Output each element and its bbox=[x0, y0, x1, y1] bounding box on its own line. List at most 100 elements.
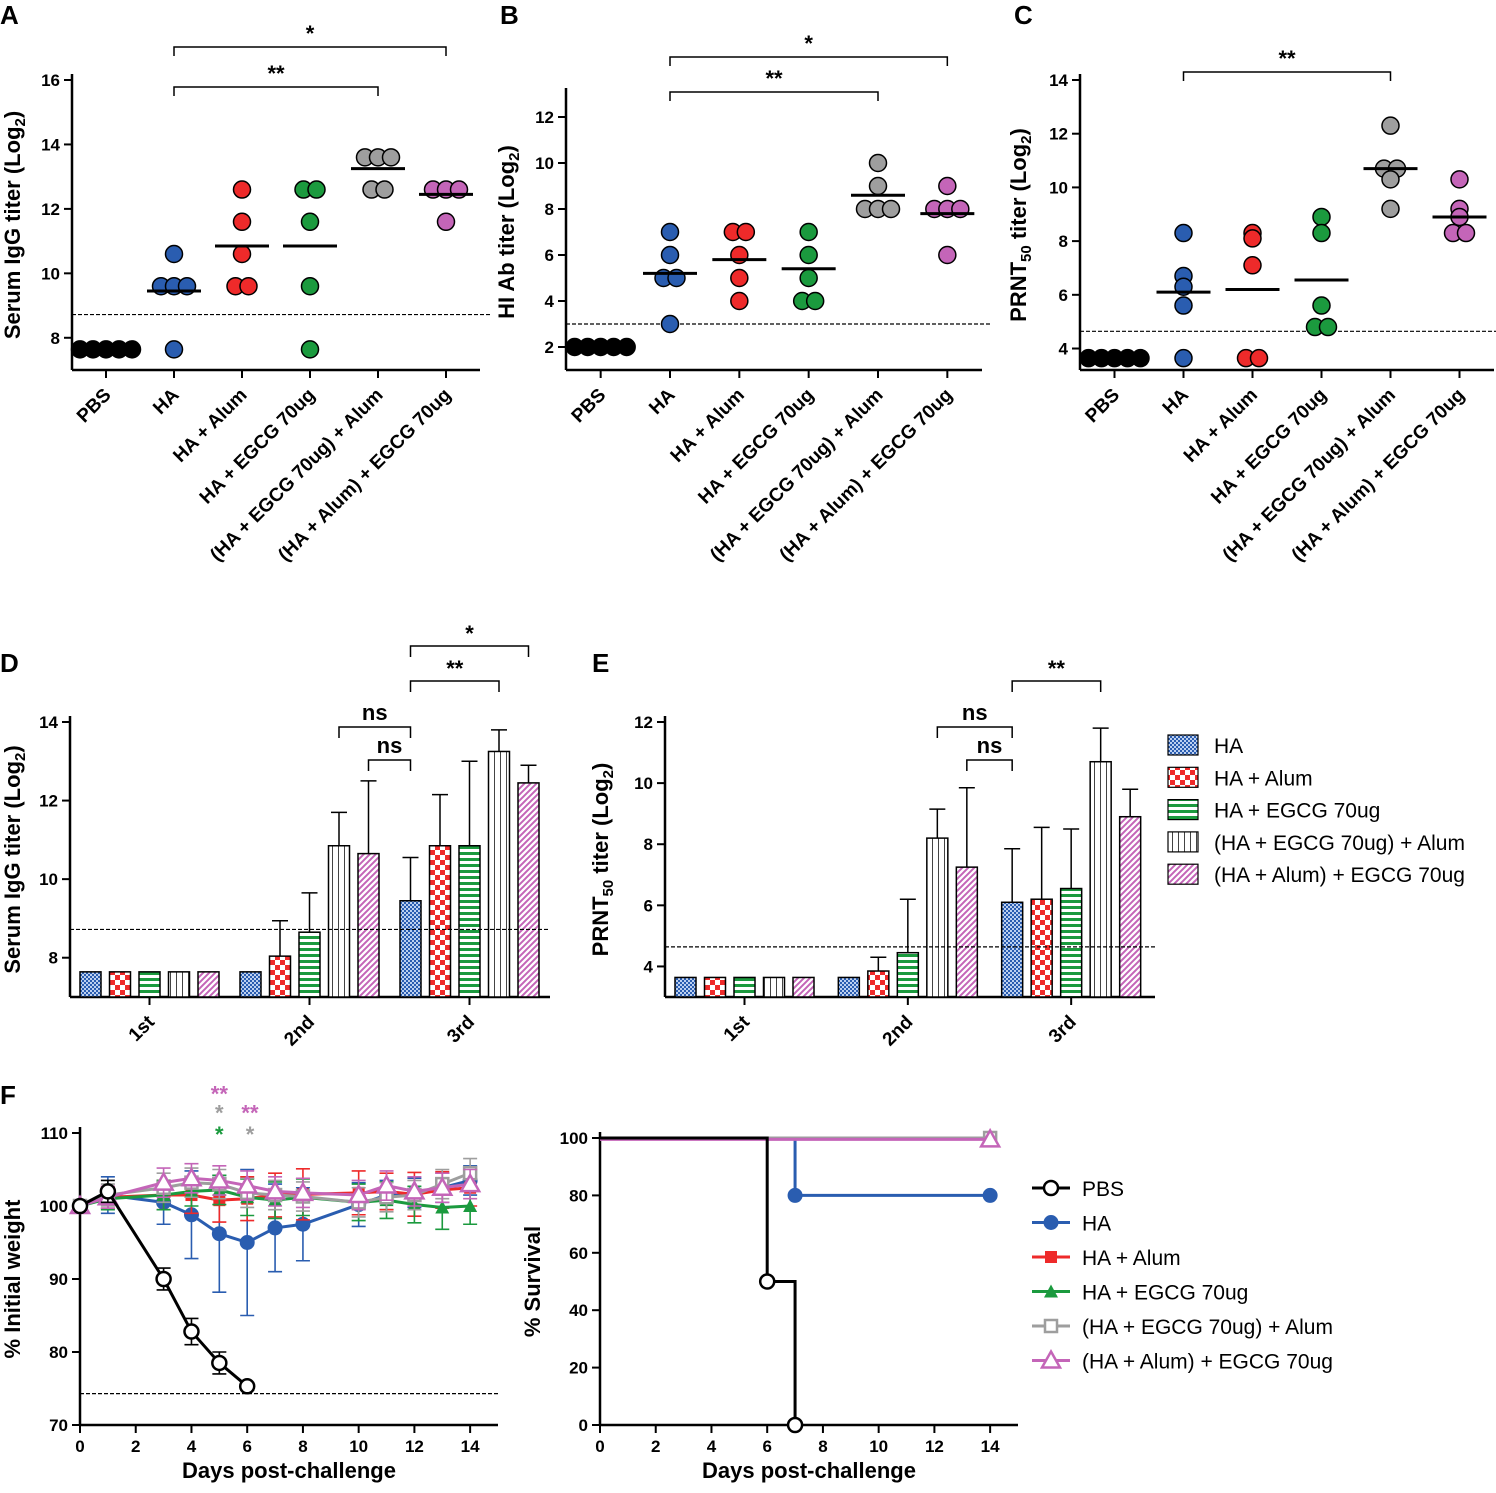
significance-label: ** bbox=[1278, 46, 1296, 71]
data-point-ha-alum bbox=[1249, 348, 1269, 368]
significance-label: ** bbox=[1048, 656, 1066, 681]
panel-letter-d: D bbox=[0, 648, 19, 678]
data-point-ha bbox=[660, 245, 680, 265]
x-category-ha: HA bbox=[1159, 384, 1193, 418]
bar-ha-alum-egcg-70ug-1st bbox=[197, 971, 220, 998]
y-tick-label: 6 bbox=[1059, 286, 1068, 305]
y-axis-label: HI Ab titer (Log2) bbox=[494, 145, 523, 319]
x-category-1st: 1st bbox=[720, 1011, 755, 1046]
x-tick-label: 14 bbox=[461, 1437, 480, 1456]
bar-ha-alum-egcg-70ug-2nd bbox=[357, 852, 380, 998]
data-point-ha-egcg-70ug bbox=[1312, 207, 1331, 227]
significance-label: ** bbox=[765, 66, 783, 91]
significance-bracket bbox=[409, 645, 530, 657]
x-tick-label: 6 bbox=[762, 1437, 771, 1456]
y-tick-label: 80 bbox=[569, 1186, 588, 1205]
y-tick-label: 12 bbox=[41, 200, 60, 219]
bar-ha-2nd bbox=[239, 971, 262, 998]
legend-label-ha-alum: HA + Alum bbox=[1082, 1247, 1181, 1270]
y-tick-label: 90 bbox=[49, 1270, 68, 1289]
x-tick-label: 6 bbox=[242, 1437, 251, 1456]
data-point-ha-alum bbox=[730, 291, 749, 311]
data-point-pbs bbox=[71, 1197, 89, 1215]
panel-d: 8 10 12 14 Serum IgG titer (Log2) 1st 2nd 3rd ns… bbox=[0, 621, 550, 1050]
y-axis-label: % Initial weight bbox=[0, 1199, 25, 1359]
data-point-ha bbox=[1174, 348, 1193, 368]
y-axis-label: PRNT50 titer (Log2) bbox=[1006, 128, 1035, 322]
panel-letter-e: E bbox=[592, 648, 609, 678]
legend-marker-pbs bbox=[1042, 1179, 1060, 1197]
x-axis-label: Days post-challenge bbox=[702, 1458, 916, 1483]
significance-annotation: ** bbox=[241, 1101, 259, 1126]
x-category-2nd: 2nd bbox=[280, 1012, 319, 1051]
y-axis-label: PRNT50 titer (Log2) bbox=[588, 763, 617, 957]
data-point-ha-egcg-70ug bbox=[799, 268, 818, 288]
significance-bracket bbox=[966, 759, 1013, 771]
significance-bracket bbox=[936, 726, 1013, 738]
data-point-ha bbox=[211, 1226, 227, 1242]
bar-ha-egcg-70ug-2nd bbox=[298, 931, 321, 998]
bar-ha-alum-1st bbox=[108, 971, 132, 998]
significance-label: ns bbox=[362, 700, 388, 725]
legend-label-ha-egcg-70ug: HA + EGCG 70ug bbox=[1082, 1282, 1248, 1305]
x-tick-label: 10 bbox=[349, 1437, 368, 1456]
data-point-ha-egcg-70ug bbox=[805, 291, 825, 311]
data-point-ha bbox=[982, 1187, 998, 1203]
data-point-ha-egcg-70ug-alum bbox=[375, 180, 394, 199]
bar-ha-egcg-70ug-2nd bbox=[896, 951, 920, 998]
data-point-ha-egcg-70ug-alum bbox=[881, 199, 901, 219]
bar-ha-egcg-70ug-alum-2nd bbox=[327, 845, 351, 998]
significance-bracket bbox=[338, 726, 412, 738]
bar-ha-alum-2nd bbox=[268, 955, 292, 998]
y-tick-label: 0 bbox=[579, 1416, 588, 1435]
data-point-ha-alum-egcg-70ug bbox=[263, 1179, 287, 1200]
x-category-ha-egcg-70ug: HA + EGCG 70ug bbox=[694, 385, 818, 509]
y-tick-label: 12 bbox=[39, 792, 58, 811]
x-tick-label: 12 bbox=[925, 1437, 944, 1456]
bar-ha-egcg-70ug-3rd bbox=[1059, 887, 1083, 998]
y-tick-label: 10 bbox=[634, 774, 653, 793]
y-axis-label: Serum IgG titer (Log2) bbox=[0, 745, 29, 973]
data-point-ha-egcg-70ug bbox=[300, 340, 320, 359]
data-point-pbs bbox=[183, 1323, 200, 1340]
legend-label-ha-egcg-70ug-alum: (HA + EGCG 70ug) + Alum bbox=[1214, 832, 1465, 855]
y-tick-label: 10 bbox=[41, 264, 60, 283]
data-point-ha bbox=[1174, 296, 1193, 315]
panel-letter-b: B bbox=[500, 0, 519, 30]
error-bar bbox=[1063, 828, 1080, 889]
bar-ha-egcg-70ug-alum-3rd bbox=[487, 750, 511, 998]
x-category-pbs: PBS bbox=[568, 385, 610, 427]
data-point-ha-egcg-70ug-alum bbox=[381, 148, 401, 167]
y-axis-label: Serum IgG titer (Log2) bbox=[0, 111, 29, 339]
data-point-ha-egcg-70ug bbox=[799, 245, 818, 265]
y-tick-label: 14 bbox=[39, 713, 58, 732]
y-tick-label: 60 bbox=[569, 1244, 588, 1263]
data-point-ha bbox=[164, 340, 184, 359]
significance-bracket bbox=[669, 91, 879, 101]
data-point-ha-alum-egcg-70ug bbox=[938, 245, 957, 265]
data-point-ha-egcg-70ug-alum bbox=[1381, 199, 1400, 219]
error-bar bbox=[870, 956, 887, 972]
data-point-pbs bbox=[211, 1354, 228, 1372]
error-bar bbox=[461, 760, 478, 846]
data-point-pbs bbox=[786, 1416, 804, 1434]
legend-marker-ha-egcg-70ug bbox=[1044, 1284, 1058, 1298]
data-point-ha-egcg-70ug bbox=[300, 276, 320, 296]
x-category-ha-egcg-70ug: HA + EGCG 70ug bbox=[196, 385, 320, 509]
y-tick-label: 10 bbox=[39, 870, 58, 889]
x-tick-label: 4 bbox=[707, 1437, 717, 1456]
bar-ha-egcg-70ug-3rd bbox=[458, 845, 481, 998]
legend-label-ha-alum-egcg-70ug: (HA + Alum) + EGCG 70ug bbox=[1082, 1351, 1333, 1374]
y-tick-label: 12 bbox=[634, 713, 653, 732]
error-bar bbox=[929, 808, 946, 839]
significance-annotation: ** bbox=[211, 1082, 229, 1107]
x-tick-label: 0 bbox=[75, 1437, 84, 1456]
legend-swatch-ha bbox=[1167, 734, 1199, 756]
y-tick-label: 16 bbox=[41, 71, 60, 90]
y-tick-label: 2 bbox=[545, 338, 554, 357]
x-category-ha: HA bbox=[645, 384, 679, 418]
error-bar bbox=[301, 892, 318, 933]
data-point-ha-alum-egcg-70ug bbox=[1450, 170, 1469, 189]
panel-letter-f: F bbox=[0, 1080, 16, 1110]
data-point-ha-alum-egcg-70ug bbox=[978, 1127, 1002, 1148]
